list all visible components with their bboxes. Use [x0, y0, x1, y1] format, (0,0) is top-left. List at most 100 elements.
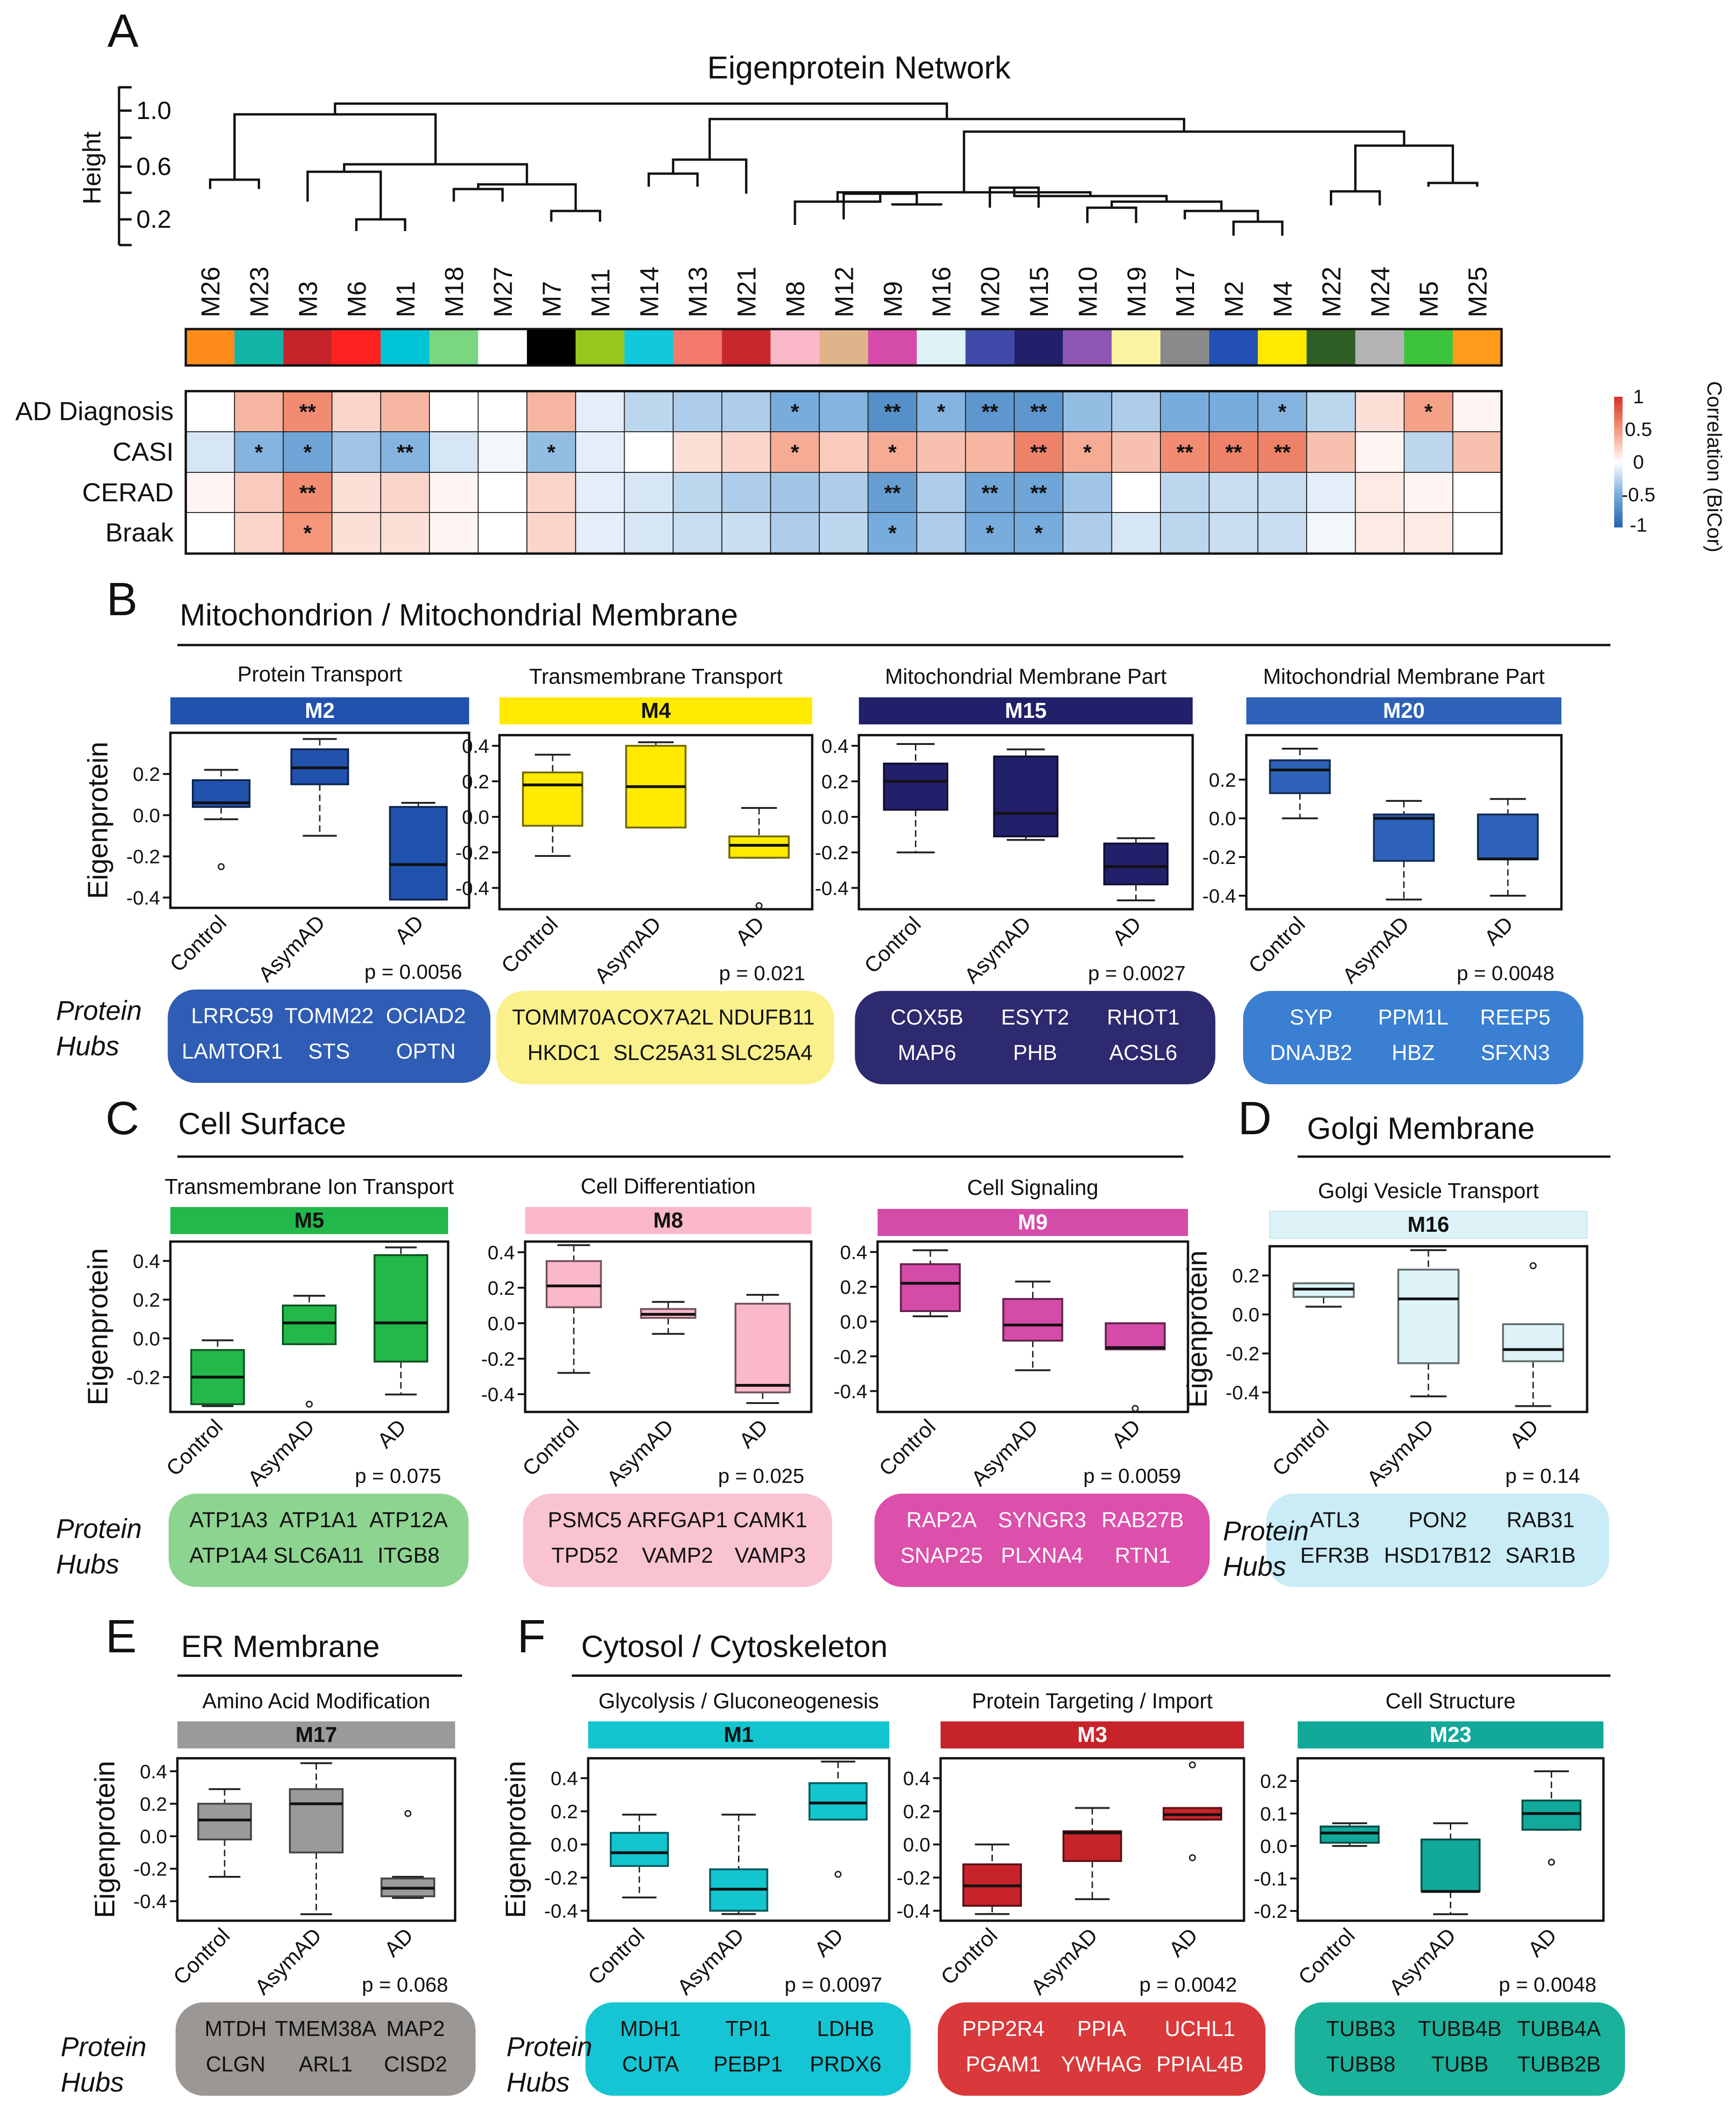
heatmap-cell — [234, 431, 284, 473]
panel-letter-e: E — [105, 1610, 137, 1663]
y-tick-label: 0.4 — [462, 735, 489, 757]
heatmap-cell — [1452, 512, 1502, 554]
p-value: p = 0.0097 — [785, 1973, 882, 1996]
heatmap-cell — [575, 512, 625, 554]
y-axis-label: Eigenprotein — [500, 1761, 531, 1918]
heatmap-cell — [1452, 391, 1502, 432]
heatmap-cell — [916, 512, 966, 554]
module-label-m7: M7 — [537, 281, 566, 317]
box-iqr — [1269, 759, 1331, 794]
protein-hubs-label: Protein — [506, 2032, 592, 2062]
heatmap-cell — [1160, 431, 1210, 473]
y-tick-label: -0.2 — [134, 1858, 167, 1880]
significance-mark: * — [1424, 400, 1433, 424]
heatmap-cell — [1306, 472, 1356, 513]
x-tick-label: AsymAD — [250, 1923, 326, 1999]
protein-hub: SAR1B — [1505, 1543, 1576, 1567]
y-tick-label: -0.2 — [1254, 1900, 1287, 1922]
box-control — [962, 1843, 1022, 1915]
y-axis-label: Eigenprotein — [82, 742, 113, 899]
heatmap-frame — [184, 390, 1503, 555]
module-colorbar-frame — [184, 328, 1503, 367]
significance-mark: ** — [982, 400, 998, 424]
module-bar-label: M15 — [1005, 698, 1047, 723]
box-asymad — [1420, 1822, 1481, 1916]
boxplot-category: Mitochondrial Membrane Part — [885, 664, 1167, 688]
box-control — [1269, 748, 1331, 820]
protein-hub: TPI1 — [725, 2016, 771, 2041]
outlier — [755, 902, 763, 909]
plot-frame — [857, 734, 1194, 911]
heatmap-cell — [721, 472, 771, 513]
colorbar-tick: 0.5 — [1625, 418, 1652, 440]
module-label-m16: M16 — [927, 267, 956, 317]
p-value: p = 0.025 — [718, 1465, 804, 1488]
protein-hub: PPP2R4 — [962, 2016, 1044, 2041]
box-iqr — [1320, 1825, 1380, 1844]
protein-hub: CAMK1 — [733, 1508, 807, 1532]
heatmap-cell — [819, 472, 869, 513]
protein-hub: PPIAL4B — [1156, 2052, 1244, 2076]
box-control — [522, 753, 583, 857]
protein-hub: RTN1 — [1115, 1543, 1170, 1567]
module-label-m22: M22 — [1316, 267, 1346, 317]
outlier — [1189, 1854, 1196, 1861]
heatmap-cell — [867, 391, 917, 432]
protein-hub: PSMC5 — [548, 1508, 622, 1532]
module-label-m9: M9 — [878, 281, 907, 317]
protein-hub: TUBB2B — [1517, 2052, 1601, 2076]
protein-hubs-pill — [496, 991, 834, 1084]
module-color-m9 — [868, 329, 917, 365]
heatmap-cell — [770, 512, 820, 554]
protein-hub: HKDC1 — [527, 1040, 600, 1065]
box-iqr — [522, 771, 583, 827]
y-tick-label: 0.2 — [840, 1276, 867, 1298]
heatmap-cell — [1111, 512, 1161, 554]
module-color-m15 — [1014, 329, 1063, 365]
x-tick-label: AD — [390, 910, 428, 948]
protein-hub: PPM1L — [1378, 1005, 1448, 1029]
plot-frame — [498, 734, 814, 911]
module-color-m26 — [186, 329, 235, 365]
module-label-m8: M8 — [780, 281, 810, 317]
x-tick-label: Control — [165, 910, 231, 976]
y-tick-label: 0.4 — [840, 1241, 867, 1263]
box-asymad — [1062, 1807, 1122, 1900]
protein-hub: ATP1A4 — [190, 1543, 268, 1567]
plot-frame — [939, 1757, 1245, 1922]
module-label-m25: M25 — [1463, 267, 1492, 317]
boxplot-m23: Cell Structure M23 0.2 0.1 0.0 -0.1 -0.2 Contro… — [1254, 1689, 1625, 2096]
protein-hub: DNAJB2 — [1270, 1040, 1352, 1065]
heatmap-cell — [478, 472, 527, 513]
protein-hub: PLXNA4 — [1001, 1543, 1083, 1567]
outlier — [404, 1810, 412, 1817]
protein-hubs-pill — [168, 990, 491, 1083]
module-label-m14: M14 — [634, 267, 664, 317]
colorbar-tick: 0 — [1633, 451, 1644, 473]
heatmap-cell — [673, 431, 723, 473]
heatmap-cell — [965, 512, 1015, 554]
boxplot-category: Cell Structure — [1385, 1689, 1516, 1713]
protein-hub: EFR3B — [1300, 1543, 1370, 1567]
protein-hub: HBZ — [1392, 1040, 1435, 1065]
heatmap-cell — [1404, 512, 1454, 554]
p-value: p = 0.0048 — [1457, 962, 1554, 985]
protein-hub: PRDX6 — [810, 2052, 881, 2076]
y-tick-label: -0.4 — [834, 1380, 867, 1402]
y-tick-label: -0.1 — [1254, 1868, 1287, 1890]
heatmap-cell — [429, 431, 479, 473]
x-tick-label: AD — [380, 1923, 418, 1961]
heatmap-cell — [819, 512, 869, 554]
significance-mark: * — [888, 440, 897, 464]
heatmap-cell — [234, 512, 284, 554]
module-color-m18 — [429, 329, 478, 365]
box-asymad — [709, 1813, 768, 1915]
y-tick-label: 0.2 — [1232, 1265, 1259, 1287]
colorbar-tick: -1 — [1630, 514, 1647, 536]
outlier — [1529, 1262, 1537, 1270]
module-color-m8 — [770, 329, 820, 365]
y-tick-label: 0.0 — [1260, 1835, 1287, 1857]
box-ad — [380, 1810, 436, 1899]
plot-frame — [587, 1757, 891, 1922]
outlier — [1548, 1859, 1555, 1866]
